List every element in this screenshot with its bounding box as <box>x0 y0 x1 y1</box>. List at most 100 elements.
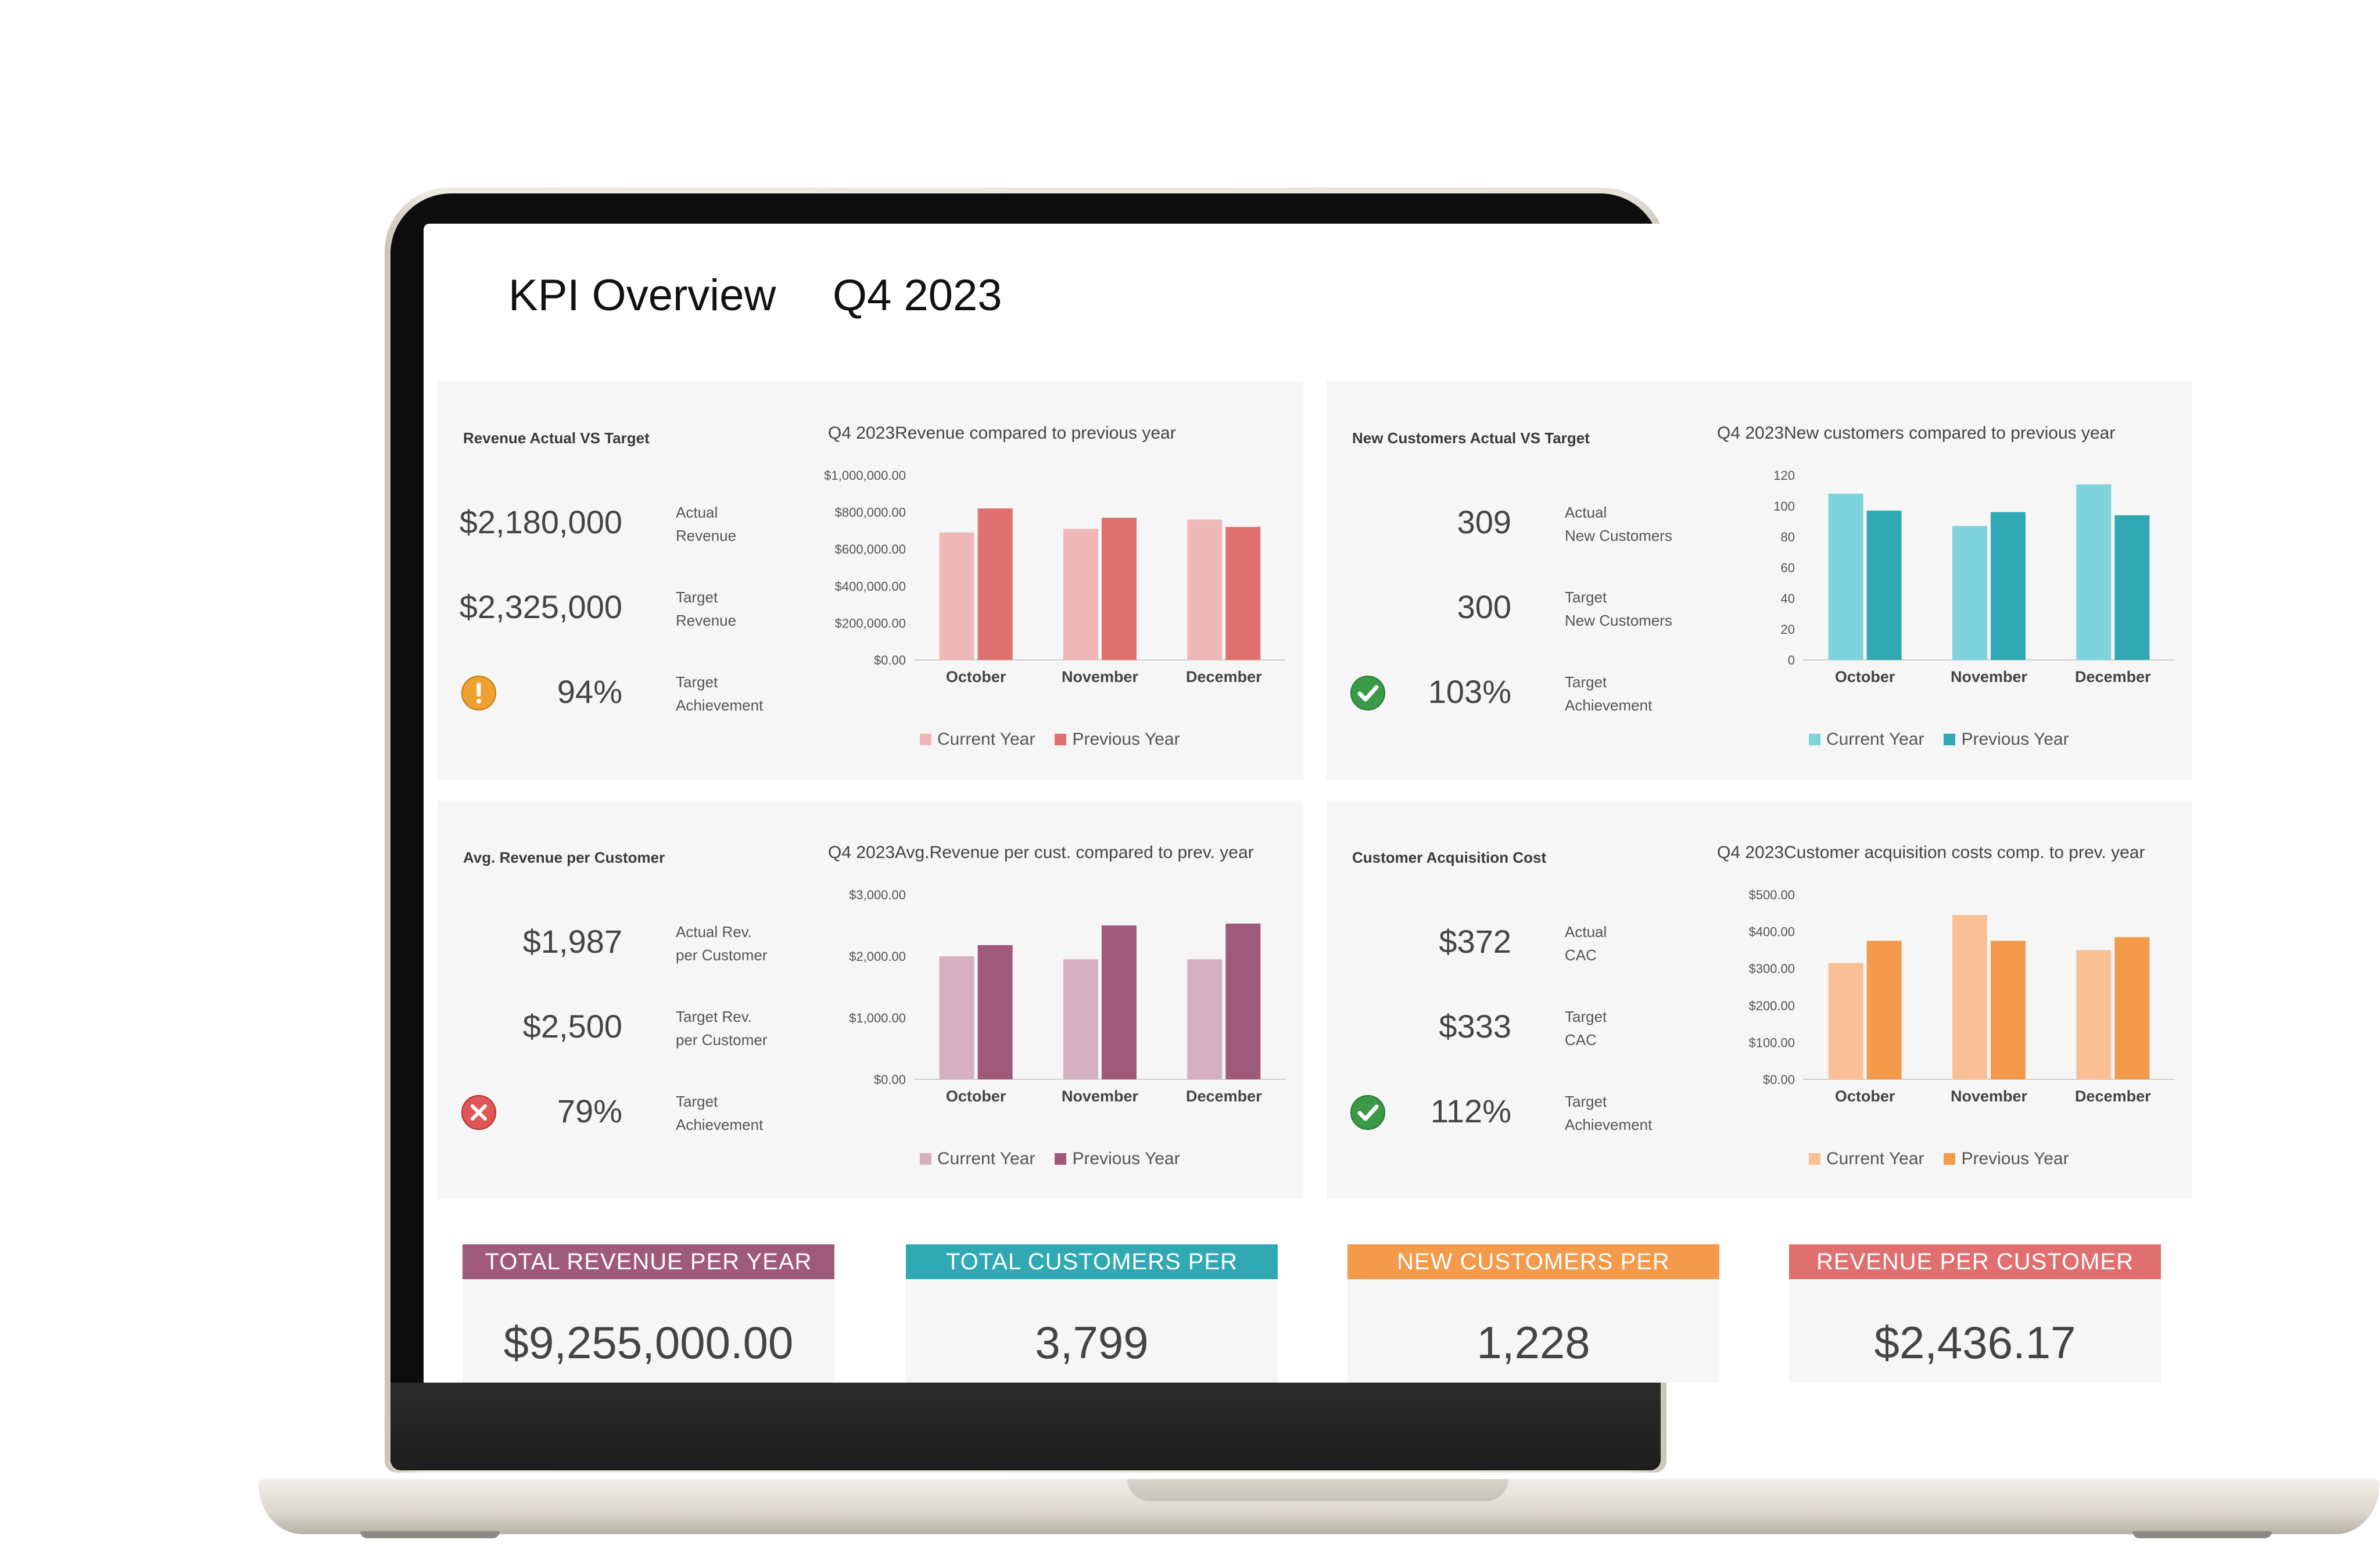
bar-current-year <box>1952 914 1987 1079</box>
legend-swatch <box>920 734 931 745</box>
bar-chart: $0.00 $100.00 $200.00 $300.00 $400.00 $500.00… <box>1710 888 2187 1155</box>
legend-swatch <box>1055 1153 1067 1165</box>
chart-legend: Current Year Previous Year <box>920 1149 1180 1169</box>
x-tick-label: November <box>1951 668 2028 685</box>
legend-label: Current Year <box>937 1149 1035 1168</box>
y-tick-label: 80 <box>1781 530 1795 544</box>
dashboard-title: KPI Overview <box>508 271 776 320</box>
bar-previous-year <box>1866 941 1902 1079</box>
kpi-row: 94% Target Achievement <box>438 667 809 725</box>
tile-value: $2,436.17 <box>1874 1317 2076 1368</box>
kpi-label-line1: Target <box>1565 673 1607 691</box>
kpi-label: Actual New Customers <box>1565 501 1716 547</box>
legend-label: Current Year <box>1826 1149 1924 1168</box>
y-tick-label: $1,000.00 <box>849 1011 906 1025</box>
legend-item: Previous Year <box>1944 1149 2069 1169</box>
kpi-label-line2: CAC <box>1565 1031 1597 1049</box>
kpi-label: Target Achievement <box>676 670 827 717</box>
laptop-chin <box>390 1383 1661 1470</box>
y-tick-label: $500.00 <box>1748 888 1795 902</box>
new-customers-card: New Customers Actual VS Target 309 Actual N… <box>1327 381 2192 780</box>
legend-label: Previous Year <box>1072 1149 1180 1168</box>
chart-title: Q4 2023Customer acquisition costs comp. … <box>1717 843 2145 862</box>
kpi-row: 112% Target Achievement <box>1327 1086 1698 1144</box>
x-tick-label: October <box>1835 1087 1895 1105</box>
bar-chart: 0 20 40 60 80 100 120 October November December <box>1710 468 2187 735</box>
new-customers-tile: NEW CUSTOMERS PER 1,228 <box>1347 1244 1719 1383</box>
kpi-label-line1: Target <box>1565 1093 1607 1110</box>
legend-item: Current Year <box>1809 1149 1924 1169</box>
legend-label: Previous Year <box>1072 730 1180 749</box>
total-customers-tile: TOTAL CUSTOMERS PER 3,799 <box>906 1244 1278 1383</box>
bar-previous-year <box>2114 937 2150 1079</box>
tile-value: 1,228 <box>1476 1317 1590 1368</box>
tile-value: $9,255,000.00 <box>503 1317 794 1368</box>
y-tick-label: $2,000.00 <box>849 949 906 964</box>
total-revenue-tile: TOTAL REVENUE PER YEAR $9,255,000.00 <box>463 1244 834 1383</box>
laptop-foot-left <box>360 1531 500 1538</box>
bar-current-year <box>1828 963 1863 1079</box>
y-tick-label: 60 <box>1781 561 1795 575</box>
kpi-value: 309 <box>1457 504 1511 540</box>
laptop-screen: KPI Overview Q4 2023 Revenue Actual VS T… <box>424 224 2211 1383</box>
kpi-label: Target Revenue <box>676 586 827 632</box>
legend-item: Previous Year <box>1944 730 2069 749</box>
bar-chart-svg: 0 20 40 60 80 100 120 October November December <box>1773 468 2175 685</box>
kpi-value: $372 <box>1439 923 1511 960</box>
kpi-label: Actual CAC <box>1565 920 1716 967</box>
kpi-row: $333 Target CAC <box>1327 1002 1698 1060</box>
y-tick-label: 40 <box>1781 591 1795 606</box>
bar-current-year <box>1952 526 1987 660</box>
bar-previous-year <box>1866 510 1902 660</box>
bar-current-year <box>1063 959 1098 1079</box>
x-tick-label: December <box>2075 668 2151 685</box>
kpi-row: $372 Actual CAC <box>1327 917 1698 975</box>
kpi-label: Target Achievement <box>676 1090 827 1136</box>
kpi-label-line2: Achievement <box>676 1116 764 1133</box>
legend-label: Current Year <box>1826 730 1924 749</box>
avg-revenue-card: Avg. Revenue per Customer $1,987 Actual Re… <box>438 801 1303 1199</box>
card-title: Revenue Actual VS Target <box>463 429 650 447</box>
y-tick-label: $0.00 <box>874 653 906 667</box>
kpi-label: Target New Customers <box>1565 586 1716 632</box>
card-title: Customer Acquisition Cost <box>1352 849 1547 866</box>
x-tick-label: November <box>1062 1087 1139 1105</box>
kpi-row: 300 Target New Customers <box>1327 582 1698 640</box>
kpi-row: 103% Target Achievement <box>1327 667 1698 725</box>
bar-previous-year <box>977 508 1013 660</box>
kpi-label: Actual Revenue <box>676 501 827 547</box>
kpi-label: Actual Rev. per Customer <box>676 920 827 967</box>
kpi-value: 112% <box>1430 1093 1511 1129</box>
y-tick-label: $200.00 <box>1748 999 1795 1013</box>
kpi-label-line1: Target <box>1565 1008 1607 1025</box>
tile-header: NEW CUSTOMERS PER <box>1347 1244 1719 1279</box>
y-tick-label: $800,000.00 <box>835 505 906 520</box>
kpi-row: $2,180,000 Actual Revenue <box>438 497 809 555</box>
legend-item: Previous Year <box>1055 1149 1180 1169</box>
bar-current-year <box>2076 950 2112 1079</box>
y-tick-label: $400,000.00 <box>835 579 906 594</box>
y-tick-label: 20 <box>1781 622 1795 637</box>
tile-header: TOTAL CUSTOMERS PER <box>906 1244 1278 1279</box>
revenue-card: Revenue Actual VS Target $2,180,000 Actual… <box>438 381 1303 780</box>
y-tick-label: $1,000,000.00 <box>824 468 906 483</box>
kpi-label-line2: Revenue <box>676 527 737 544</box>
y-tick-label: $0.00 <box>1763 1072 1795 1087</box>
chart-title: Q4 2023Avg.Revenue per cust. compared to… <box>828 843 1254 862</box>
legend-swatch <box>1809 1153 1820 1165</box>
tile-value: 3,799 <box>1035 1317 1149 1368</box>
y-tick-label: $0.00 <box>874 1072 906 1087</box>
cac-card: Customer Acquisition Cost $372 Actual CAC $3… <box>1327 801 2192 1199</box>
kpi-value: 79% <box>557 1093 622 1129</box>
legend-item: Current Year <box>920 1149 1035 1169</box>
bar-current-year <box>1187 959 1223 1079</box>
legend-swatch <box>1944 734 1956 745</box>
chart-title: Q4 2023Revenue compared to previous year <box>828 423 1176 443</box>
kpi-label-line2: Achievement <box>1565 697 1653 714</box>
legend-item: Current Year <box>1809 730 1924 749</box>
kpi-value: 300 <box>1457 588 1511 625</box>
card-title: Avg. Revenue per Customer <box>463 849 665 866</box>
kpi-label-line1: Actual <box>1565 923 1607 941</box>
card-title: New Customers Actual VS Target <box>1352 429 1590 447</box>
bar-previous-year <box>1225 923 1261 1079</box>
